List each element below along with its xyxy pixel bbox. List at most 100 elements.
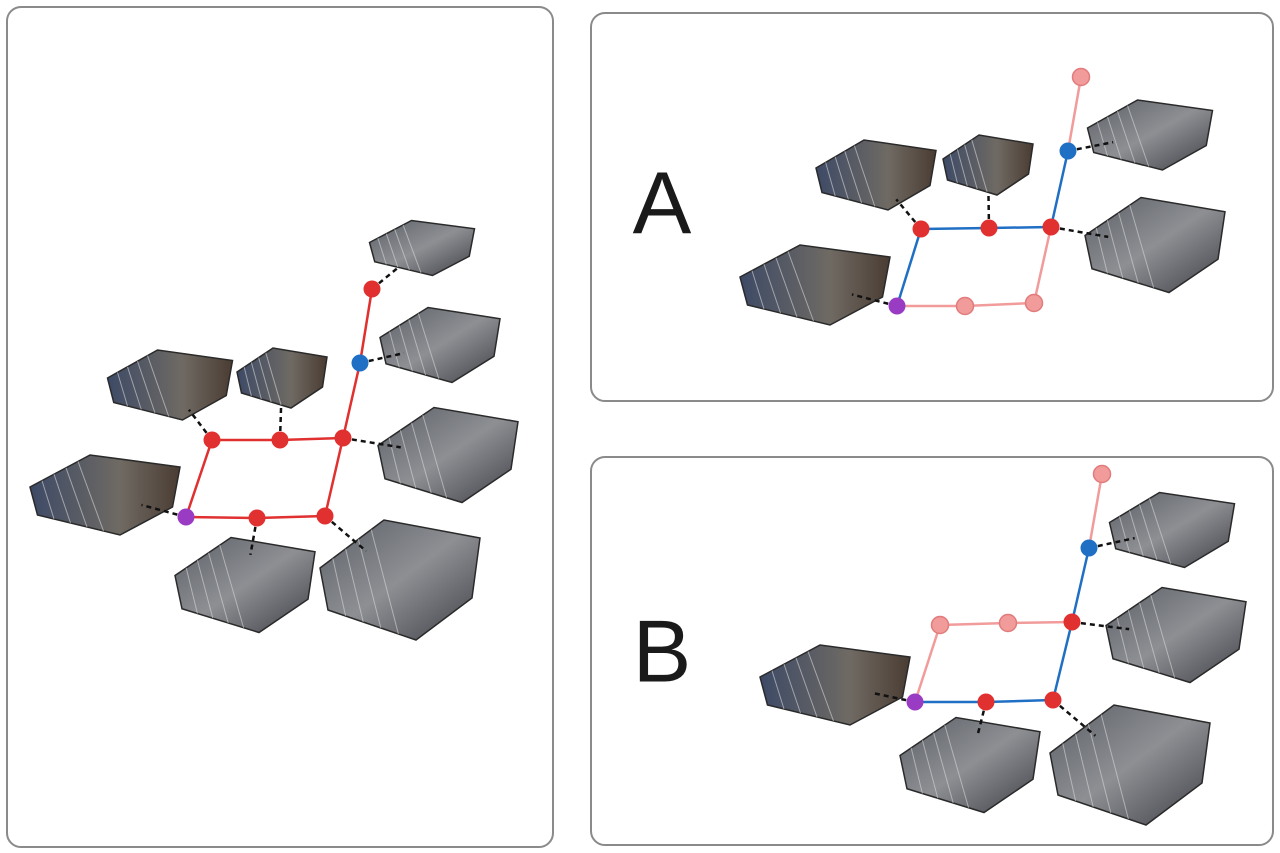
room-wall (357, 539, 382, 629)
room-wall (1129, 510, 1144, 557)
dashed-link (278, 405, 283, 441)
room-wall (844, 151, 863, 204)
dashed-link (324, 515, 368, 553)
graph-node (177, 508, 195, 526)
room-wall (949, 154, 958, 184)
graph-edge (279, 436, 344, 442)
graph-node (271, 431, 289, 449)
graph-edge (895, 228, 923, 307)
graph-node (203, 431, 221, 449)
room-wall (258, 357, 272, 403)
room-wall (411, 422, 432, 494)
room-wall (944, 724, 970, 808)
room-wall (147, 355, 170, 417)
graph-node (930, 615, 950, 635)
room-wall (1100, 714, 1129, 820)
graph-edge (1070, 547, 1091, 623)
room-wall (795, 657, 818, 718)
dashed-link (1071, 620, 1130, 631)
dashed-link (249, 517, 259, 556)
room-wall (1129, 204, 1155, 288)
graph-node (1042, 218, 1060, 236)
graph-edge (184, 439, 214, 518)
room-wall (921, 740, 939, 799)
graph-node (351, 354, 369, 372)
room-wall (389, 331, 400, 368)
graph-node (977, 693, 995, 711)
room-wall (219, 544, 245, 628)
graph-edge (985, 698, 1054, 704)
graph-edge (964, 301, 1035, 308)
room-wall (53, 474, 71, 524)
room-wall (964, 144, 978, 190)
room-wall (771, 670, 785, 710)
graph-node (955, 296, 975, 316)
room-wall (1117, 111, 1136, 164)
room-wall (137, 361, 156, 414)
room-wall (1075, 733, 1094, 808)
room-wall (117, 372, 128, 407)
dashed-link (342, 436, 401, 449)
dashed-link (359, 351, 405, 365)
graph-node (1071, 67, 1091, 87)
room-wall (243, 367, 252, 397)
graph-edge (1032, 226, 1053, 304)
graph-edge (1066, 76, 1083, 152)
graph-edge (1049, 150, 1070, 228)
graph-node (980, 219, 998, 237)
room-wall (956, 149, 968, 187)
room-wall (763, 264, 781, 314)
graph-edge (913, 624, 942, 703)
graph-edge (256, 514, 326, 520)
graph-edge (920, 226, 990, 231)
room-wall (1106, 220, 1124, 279)
room-wall (1127, 105, 1150, 167)
room-wall (398, 325, 413, 372)
dashed-link (987, 193, 991, 229)
room-wall (1139, 602, 1160, 674)
room-wall (196, 560, 214, 619)
graph-node (1063, 613, 1081, 631)
room-wall (1097, 122, 1108, 157)
room-wall (377, 237, 387, 265)
room-wall (1139, 504, 1158, 561)
graph-node (334, 429, 352, 447)
scene (29, 67, 1247, 826)
room-wall (933, 732, 954, 804)
room-wall (345, 548, 364, 623)
dashed-link (371, 265, 401, 290)
room-wall (1116, 617, 1129, 664)
room-wall (834, 156, 849, 200)
room-wall (1127, 610, 1145, 669)
room-wall (1118, 212, 1139, 284)
room-wall (910, 747, 923, 794)
room-wall (41, 480, 55, 520)
room-wall (127, 366, 142, 410)
panel-label: A (633, 153, 692, 252)
room-wall (853, 145, 876, 207)
graph-node (912, 220, 930, 238)
room-wall (787, 251, 814, 322)
room-wall (77, 461, 104, 532)
room-wall (1150, 594, 1176, 678)
graph-edge (185, 515, 258, 520)
dashed-link (851, 293, 898, 308)
dashed-link (1050, 225, 1109, 239)
dashed-link (895, 198, 922, 230)
graph-edge (1051, 621, 1074, 701)
room-wall (422, 414, 448, 498)
graph-edge (323, 437, 345, 517)
room-wall (1107, 116, 1122, 160)
room-wall (775, 257, 798, 318)
room-wall (185, 567, 198, 614)
graph-node (1059, 142, 1077, 160)
dashed-link (1067, 140, 1114, 153)
room-wall (825, 162, 836, 197)
graph-node (1044, 691, 1062, 709)
graph-edge (939, 621, 1009, 627)
graph-node (363, 280, 381, 298)
graph-node (906, 693, 924, 711)
panel-label: B (633, 601, 692, 700)
graph-node (316, 507, 334, 525)
